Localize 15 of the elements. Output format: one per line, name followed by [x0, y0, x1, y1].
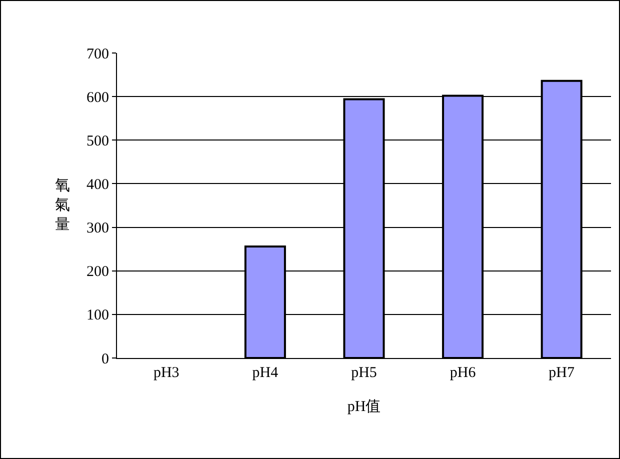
y-axis-title: 氧氣量 [55, 178, 70, 233]
x-tick-label: pH5 [351, 365, 377, 381]
y-tick-label: 300 [86, 220, 109, 237]
y-tick-label: 500 [86, 133, 109, 150]
x-tick-label: pH3 [153, 365, 180, 381]
y-tick-label: 200 [86, 264, 109, 280]
y-tick-label: 600 [86, 90, 109, 106]
x-tick-label: pH6 [450, 365, 476, 381]
x-tick-label: pH4 [252, 365, 279, 381]
x-tick-label: pH7 [548, 365, 576, 381]
y-tick-label: 400 [86, 176, 109, 193]
x-axis-title: pH值 [347, 399, 381, 415]
y-tick-label: 0 [102, 351, 109, 368]
y-tick-label: 100 [86, 308, 109, 324]
y-tick-label: 700 [86, 46, 109, 62]
